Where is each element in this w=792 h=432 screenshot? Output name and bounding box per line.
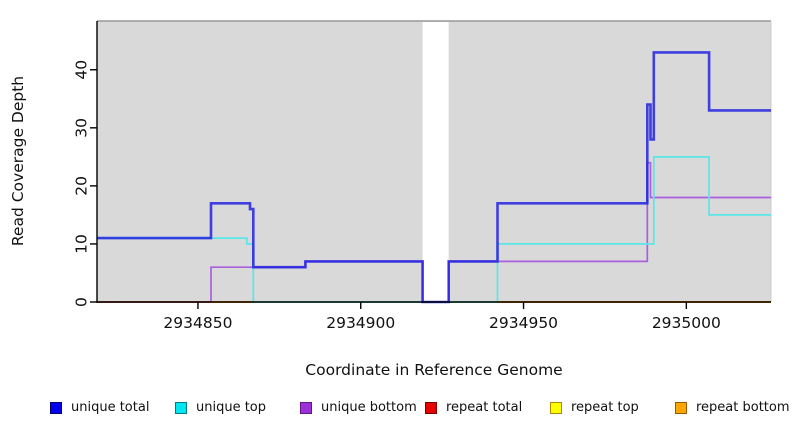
y-tick-label: 10 [72, 234, 90, 254]
x-tick-label: 2934850 [163, 314, 232, 332]
legend-item-repeat-total: repeat total [425, 400, 550, 415]
legend: unique total unique top unique bottom repea… [50, 400, 792, 415]
masked-gap-band [422, 22, 449, 302]
legend-label: unique total [71, 400, 150, 415]
x-tick-label: 2934900 [326, 314, 395, 332]
legend-item-repeat-bottom: repeat bottom [675, 400, 792, 415]
legend-label: repeat bottom [696, 400, 790, 415]
y-axis-label: Read Coverage Depth [9, 75, 27, 247]
legend-item-unique-total: unique total [50, 400, 175, 415]
legend-label: unique bottom [321, 400, 417, 415]
legend-label: repeat total [446, 400, 523, 415]
legend-swatch-icon [550, 401, 562, 414]
x-tick-label: 2934950 [489, 314, 558, 332]
legend-item-unique-bottom: unique bottom [300, 400, 425, 415]
series-line-unique-top [97, 156, 771, 303]
legend-swatch-icon [175, 401, 187, 414]
series-line-unique-total [97, 51, 771, 304]
legend-swatch-icon [675, 401, 687, 414]
legend-label: unique top [196, 400, 267, 415]
legend-swatch-icon [300, 401, 312, 414]
y-tick-label: 30 [72, 118, 90, 138]
y-tick-label: 40 [72, 60, 90, 80]
y-tick-label: 0 [72, 297, 90, 307]
legend-item-repeat-top: repeat top [550, 400, 675, 415]
legend-swatch-icon [50, 401, 62, 414]
legend-swatch-icon [425, 401, 437, 414]
x-tick-label: 2935000 [652, 314, 721, 332]
y-tick-label: 20 [72, 176, 90, 196]
x-axis-label: Coordinate in Reference Genome [305, 361, 563, 379]
legend-label: repeat top [571, 400, 639, 415]
legend-item-unique-top: unique top [175, 400, 300, 415]
